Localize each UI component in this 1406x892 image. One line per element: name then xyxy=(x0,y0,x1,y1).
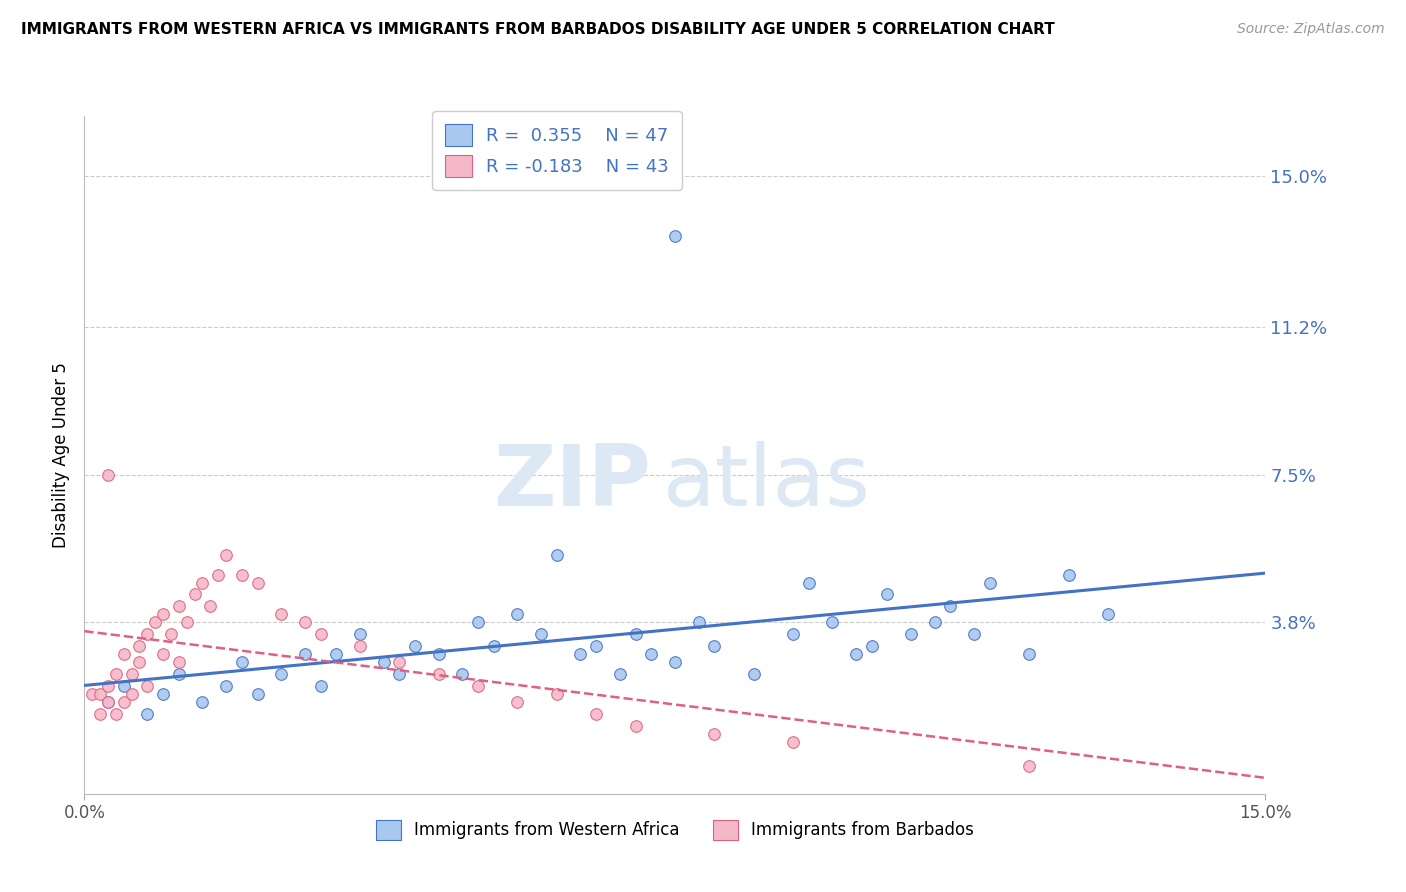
Point xyxy=(136,627,159,641)
Point xyxy=(963,627,986,641)
Point xyxy=(1018,648,1040,662)
Text: atlas: atlas xyxy=(664,441,872,524)
Point xyxy=(703,640,725,654)
Point xyxy=(742,667,765,681)
Point xyxy=(104,707,127,722)
Point xyxy=(246,687,269,701)
Point xyxy=(325,648,347,662)
Point xyxy=(664,228,686,243)
Point xyxy=(782,735,804,749)
Point xyxy=(467,679,489,693)
Point xyxy=(624,719,647,733)
Point xyxy=(191,575,214,590)
Point xyxy=(404,640,426,654)
Point xyxy=(136,679,159,693)
Point xyxy=(546,548,568,562)
Point xyxy=(200,599,222,614)
Point xyxy=(1018,759,1040,773)
Point xyxy=(152,648,174,662)
Point xyxy=(876,587,898,601)
Point xyxy=(530,627,553,641)
Point xyxy=(231,567,253,582)
Point xyxy=(939,599,962,614)
Point xyxy=(82,687,104,701)
Point xyxy=(167,667,190,681)
Point xyxy=(128,640,150,654)
Point xyxy=(388,667,411,681)
Point xyxy=(215,679,238,693)
Point xyxy=(782,627,804,641)
Point xyxy=(152,607,174,622)
Point xyxy=(388,655,411,669)
Point xyxy=(797,575,820,590)
Point xyxy=(546,687,568,701)
Point xyxy=(97,695,120,709)
Point xyxy=(585,640,607,654)
Point xyxy=(152,687,174,701)
Point xyxy=(624,627,647,641)
Point xyxy=(506,607,529,622)
Point xyxy=(309,627,332,641)
Point xyxy=(609,667,631,681)
Point xyxy=(309,679,332,693)
Point xyxy=(121,687,143,701)
Point xyxy=(160,627,183,641)
Point xyxy=(427,667,450,681)
Point xyxy=(167,599,190,614)
Point xyxy=(246,575,269,590)
Text: Source: ZipAtlas.com: Source: ZipAtlas.com xyxy=(1237,22,1385,37)
Point xyxy=(89,707,111,722)
Point xyxy=(112,679,135,693)
Point xyxy=(688,615,710,630)
Point xyxy=(294,648,316,662)
Point xyxy=(924,615,946,630)
Point xyxy=(821,615,844,630)
Point xyxy=(143,615,166,630)
Point xyxy=(482,640,505,654)
Point xyxy=(451,667,474,681)
Point xyxy=(191,695,214,709)
Point xyxy=(231,655,253,669)
Point xyxy=(176,615,198,630)
Point xyxy=(845,648,868,662)
Point xyxy=(506,695,529,709)
Point xyxy=(860,640,883,654)
Point xyxy=(270,607,292,622)
Point xyxy=(215,548,238,562)
Text: ZIP: ZIP xyxy=(494,441,651,524)
Point xyxy=(167,655,190,669)
Point xyxy=(640,648,662,662)
Point xyxy=(97,679,120,693)
Point xyxy=(349,640,371,654)
Legend: Immigrants from Western Africa, Immigrants from Barbados: Immigrants from Western Africa, Immigran… xyxy=(368,813,981,847)
Point xyxy=(112,648,135,662)
Point xyxy=(373,655,395,669)
Point xyxy=(979,575,1001,590)
Point xyxy=(900,627,922,641)
Point xyxy=(294,615,316,630)
Point xyxy=(467,615,489,630)
Point xyxy=(97,467,120,482)
Point xyxy=(1097,607,1119,622)
Point xyxy=(121,667,143,681)
Point xyxy=(89,687,111,701)
Point xyxy=(585,707,607,722)
Point xyxy=(104,667,127,681)
Point xyxy=(703,727,725,741)
Point xyxy=(128,655,150,669)
Text: IMMIGRANTS FROM WESTERN AFRICA VS IMMIGRANTS FROM BARBADOS DISABILITY AGE UNDER : IMMIGRANTS FROM WESTERN AFRICA VS IMMIGR… xyxy=(21,22,1054,37)
Point xyxy=(136,707,159,722)
Point xyxy=(270,667,292,681)
Point xyxy=(1057,567,1080,582)
Y-axis label: Disability Age Under 5: Disability Age Under 5 xyxy=(52,362,70,548)
Point xyxy=(664,655,686,669)
Point xyxy=(207,567,229,582)
Point xyxy=(569,648,592,662)
Point xyxy=(427,648,450,662)
Point xyxy=(349,627,371,641)
Point xyxy=(112,695,135,709)
Point xyxy=(183,587,205,601)
Point xyxy=(97,695,120,709)
